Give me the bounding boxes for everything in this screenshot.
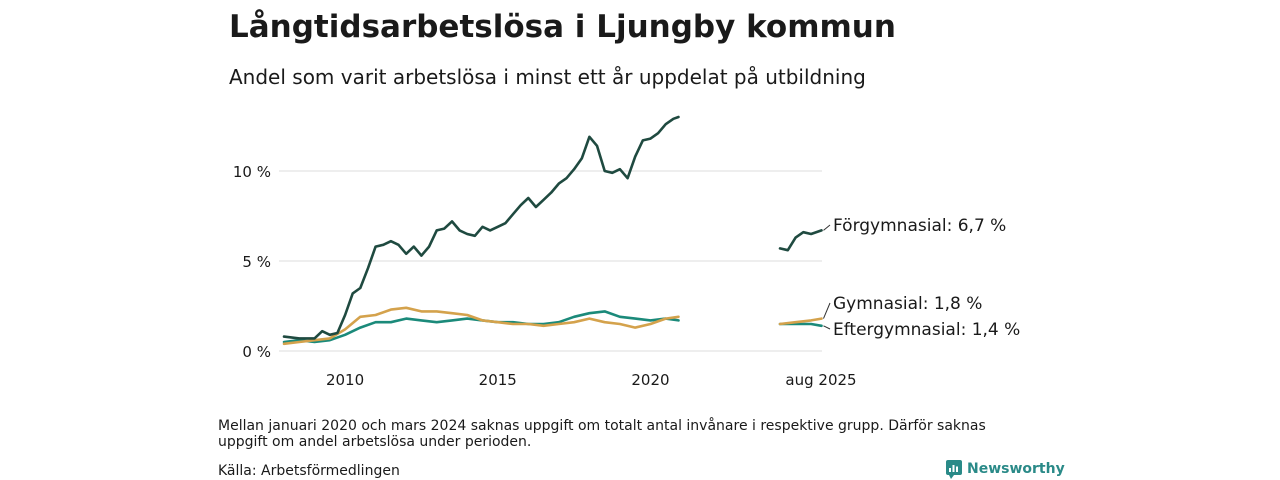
chart-title: Långtidsarbetslösa i Ljungby kommun <box>229 9 896 45</box>
x-axis-ticks: 2010 2015 2020 aug 2025 <box>326 371 857 389</box>
y-tick-label: 5 % <box>242 253 271 271</box>
y-tick-label: 0 % <box>242 343 271 361</box>
label-leader-line <box>823 302 831 319</box>
x-tick-label: 2015 <box>479 371 517 389</box>
newsworthy-logo: Newsworthy <box>946 460 1065 479</box>
label-leader-line <box>823 224 831 231</box>
y-axis-ticks: 0 % 5 % 10 % <box>233 163 271 361</box>
footnote-line-2: uppgift om andel arbetslösa under period… <box>218 434 531 450</box>
x-tick-label: 2010 <box>326 371 364 389</box>
series-line-förgymnasial <box>778 229 823 252</box>
series-end-label: Förgymnasial: 6,7 % <box>833 216 1006 236</box>
series-line-förgymnasial <box>282 115 680 340</box>
series-line-gymnasial <box>282 306 680 346</box>
series-end-labels: Förgymnasial: 6,7 % Gymnasial: 1,8 % Efter… <box>823 216 1020 340</box>
newsworthy-logo-icon <box>946 460 962 479</box>
brand-name: Newsworthy <box>967 461 1065 477</box>
series-lines <box>282 115 823 346</box>
source-note: Källa: Arbetsförmedlingen <box>218 463 400 479</box>
y-tick-label: 10 % <box>233 163 271 181</box>
x-tick-label: 2020 <box>631 371 669 389</box>
footnote-line-1: Mellan januari 2020 och mars 2024 saknas… <box>218 417 986 434</box>
series-end-label: Gymnasial: 1,8 % <box>833 294 982 314</box>
series-line-gymnasial <box>778 317 823 326</box>
x-tick-label: aug 2025 <box>785 371 856 389</box>
series-line-eftergymnasial <box>282 310 680 344</box>
chart-subtitle: Andel som varit arbetslösa i minst ett å… <box>229 65 866 89</box>
label-leader-line <box>823 325 831 330</box>
series-end-label: Eftergymnasial: 1,4 % <box>833 320 1020 340</box>
